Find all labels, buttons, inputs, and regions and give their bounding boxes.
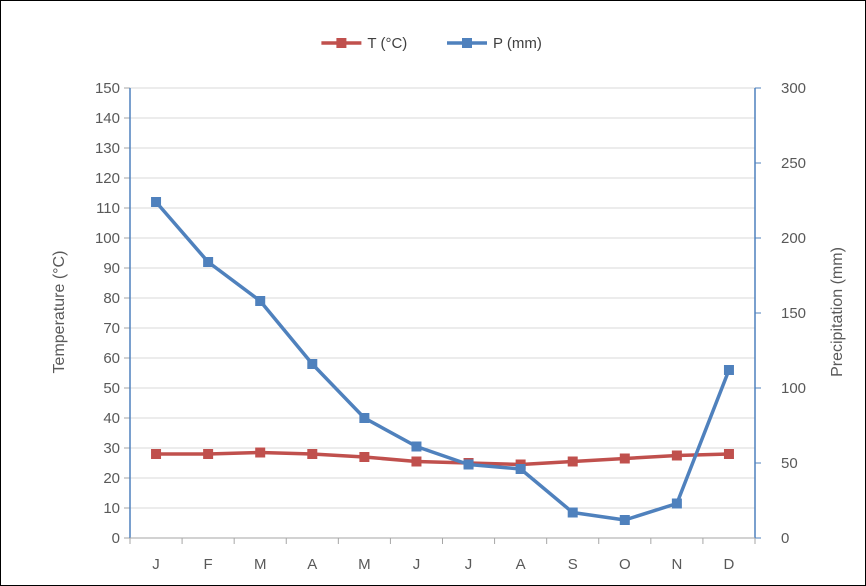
legend: T (°C) P (mm) <box>321 35 542 52</box>
x-tick-label: S <box>568 556 578 573</box>
x-tick-label: D <box>724 556 735 573</box>
data-point <box>723 449 734 459</box>
y2-tick-label: 250 <box>781 155 806 172</box>
y-tick-label: 10 <box>103 500 120 517</box>
axes: 0 10 20 30 40 50 60 70 80 90 100 110 120 130 140 150 0 50… <box>95 80 806 573</box>
y2-tick-label: 100 <box>781 380 806 397</box>
y-tick-label: 70 <box>103 320 120 337</box>
data-point <box>203 449 214 459</box>
data-point <box>723 365 734 375</box>
x-tick-label: J <box>413 556 421 573</box>
y-tick-label: 40 <box>103 410 120 427</box>
y-tick-label: 120 <box>95 170 120 187</box>
data-point <box>255 447 266 458</box>
data-point <box>567 507 578 518</box>
x-tick-label: J <box>152 556 160 573</box>
y2-tick-label: 0 <box>781 530 789 547</box>
data-point <box>359 413 370 423</box>
y2-axis-title: Precipitation (mm) <box>829 247 846 377</box>
x-tick-label: M <box>254 556 267 573</box>
data-point <box>619 453 630 464</box>
y-tick-label: 150 <box>95 80 120 97</box>
data-point <box>619 515 630 525</box>
data-point <box>515 464 526 474</box>
y2-tick-label: 50 <box>781 455 798 472</box>
y-tick-label: 90 <box>103 260 120 277</box>
y2-tick-label: 300 <box>781 80 806 97</box>
y2-tick-label: 200 <box>781 230 806 247</box>
legend-marker <box>462 38 472 48</box>
data-point <box>567 456 578 467</box>
data-point <box>359 452 370 462</box>
gridlines <box>130 87 755 509</box>
legend-label: P (mm) <box>493 35 542 52</box>
y-axis-title: Temperature (°C) <box>51 251 68 374</box>
data-point <box>671 450 682 461</box>
y-tick-label: 80 <box>103 290 120 307</box>
x-tick-label: A <box>307 556 317 573</box>
series-line-0 <box>156 450 730 467</box>
y-tick-label: 140 <box>95 110 120 127</box>
data-point <box>463 459 474 470</box>
legend-label: T (°C) <box>367 35 407 52</box>
data-point <box>307 359 318 369</box>
data-point <box>411 456 422 467</box>
y2-tick-label: 150 <box>781 305 806 322</box>
y-tick-label: 30 <box>103 440 120 457</box>
legend-marker <box>336 38 347 48</box>
y-tick-label: 110 <box>96 200 120 217</box>
data-point <box>671 498 682 509</box>
y-tick-label: 50 <box>103 380 120 397</box>
data-point <box>203 257 214 267</box>
x-tick-label: J <box>465 556 473 573</box>
y-tick-label: 60 <box>103 350 120 367</box>
x-tick-label: O <box>619 556 631 573</box>
data-point <box>307 449 318 459</box>
x-tick-label: N <box>671 556 682 573</box>
series-line-1 <box>154 200 731 522</box>
data-point <box>255 296 266 306</box>
data-point <box>411 441 422 452</box>
data-point <box>151 197 162 207</box>
y-tick-label: 0 <box>112 530 120 547</box>
series <box>151 197 734 525</box>
data-point <box>151 449 162 459</box>
x-tick-label: A <box>516 556 526 573</box>
x-tick-label: M <box>358 556 371 573</box>
y-tick-label: 100 <box>95 230 120 247</box>
y-tick-label: 20 <box>103 470 120 487</box>
y-tick-label: 130 <box>95 140 120 157</box>
x-tick-label: F <box>204 556 213 573</box>
